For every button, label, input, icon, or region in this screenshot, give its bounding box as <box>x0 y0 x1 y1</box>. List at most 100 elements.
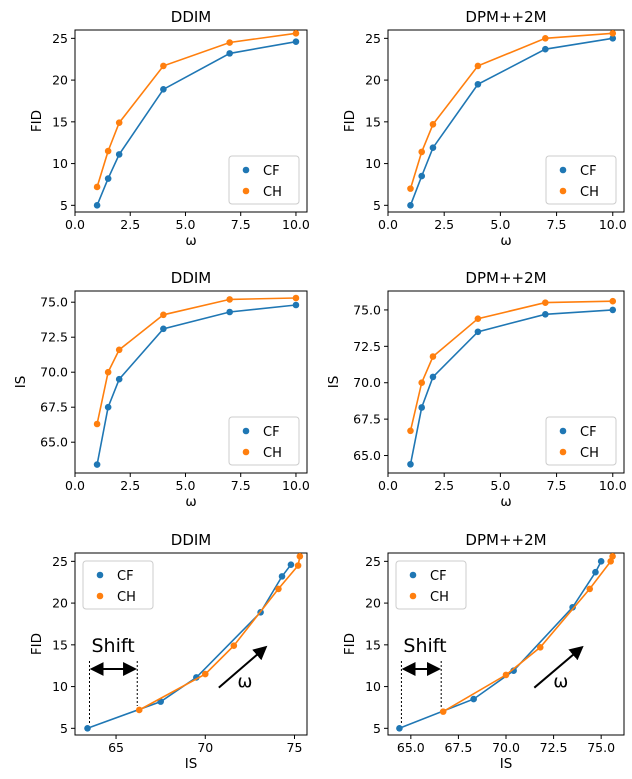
y-tick-label: 5 <box>60 198 68 213</box>
series-line-cf <box>96 304 297 465</box>
chart-panel-5: DDIM 65 70 75 5 10 15 20 25 IS FID CF CH Shift ω <box>29 531 308 772</box>
legend-marker-cf <box>242 166 250 174</box>
y-tick-label: 10 <box>52 156 68 171</box>
data-point-ch <box>429 121 437 128</box>
x-tick-label: 5.0 <box>490 478 510 493</box>
data-point-cf <box>84 725 91 732</box>
data-point-ch <box>226 39 233 46</box>
data-point-cf <box>418 172 426 180</box>
data-point-ch <box>418 379 426 387</box>
plot-frame <box>74 290 308 474</box>
data-point-cf <box>104 403 112 411</box>
data-point-cf <box>429 373 437 381</box>
data-point-cf <box>278 573 286 580</box>
omega-annotation: ω <box>553 672 568 693</box>
data-point-ch <box>418 148 426 156</box>
y-tick-label: 10 <box>52 679 68 694</box>
y-tick-label: 25 <box>52 31 68 46</box>
legend: CF CH <box>82 560 154 610</box>
x-tick-label: 0.0 <box>65 478 85 493</box>
x-tick-label: 7.5 <box>231 217 251 232</box>
legend: CF CH <box>545 416 617 466</box>
legend-marker-ch <box>242 187 250 195</box>
data-point-cf <box>592 568 599 576</box>
chart-title: DDIM <box>171 531 211 549</box>
data-point-ch <box>93 183 101 191</box>
x-tick-label: 10.0 <box>282 217 310 232</box>
data-point-cf <box>510 667 517 675</box>
x-tick-label: 7.5 <box>547 478 567 493</box>
legend-label-cf: CF <box>580 164 597 179</box>
data-point-ch <box>407 185 414 192</box>
data-point-ch <box>160 62 167 70</box>
plot-frame <box>74 29 308 213</box>
x-axis-label: IS <box>185 756 198 772</box>
x-tick-label: 5.0 <box>490 217 510 232</box>
legend-marker-cf <box>409 571 417 579</box>
data-point-cf <box>474 328 482 336</box>
data-point-ch <box>292 30 300 37</box>
data-point-ch <box>275 585 282 593</box>
legend-label-cf: CF <box>263 164 280 179</box>
chart-panel-1: DDIM 0.0 2.5 5.0 7.5 10.0 5 10 15 20 25 ω FID CF CH <box>29 8 310 249</box>
series-line-cf <box>96 40 297 206</box>
x-tick-label: 5.0 <box>176 217 196 232</box>
data-point-cf <box>292 38 300 45</box>
data-point-ch <box>542 299 549 306</box>
x-tick-label: 2.5 <box>120 217 140 232</box>
data-point-cf <box>407 202 414 209</box>
chart-panel-4: DPM++2M 0.0 2.5 5.0 7.5 10.0 65.0 67.5 70.0 72.5 7… <box>326 269 627 510</box>
data-point-ch <box>474 62 482 70</box>
legend-label-ch: CH <box>430 590 449 605</box>
legend-marker-ch <box>559 187 567 195</box>
data-point-ch <box>502 671 510 679</box>
legend-label-ch: CH <box>580 446 599 461</box>
chart-title: DPM++2M <box>465 531 546 549</box>
series-line-cf <box>409 309 613 465</box>
legend: CF CH <box>228 155 300 205</box>
data-point-ch <box>93 420 101 428</box>
y-tick-label: 67.5 <box>353 412 381 427</box>
x-tick-label: 0.0 <box>378 217 398 232</box>
x-axis-label: ω <box>185 494 196 510</box>
y-tick-label: 10 <box>365 679 381 694</box>
y-axis-label: FID <box>342 633 358 655</box>
y-tick-label: 5 <box>373 198 381 213</box>
x-tick-label: 10.0 <box>599 217 627 232</box>
legend-marker-cf <box>559 166 567 174</box>
y-axis-label: FID <box>29 110 45 132</box>
x-tick-label: 5.0 <box>176 478 196 493</box>
y-tick-label: 15 <box>365 114 381 129</box>
data-point-ch <box>429 353 437 360</box>
data-point-ch <box>609 553 616 560</box>
x-tick-label: 75 <box>287 740 303 755</box>
data-point-cf <box>115 151 123 158</box>
x-tick-label: 70 <box>197 740 213 755</box>
data-point-ch <box>542 35 549 42</box>
data-point-cf <box>226 50 233 57</box>
chart-panel-3: DDIM 0.0 2.5 5.0 7.5 10.0 65.0 67.5 70.0 72.5 75.0… <box>13 269 310 510</box>
legend: CF CH <box>395 560 467 610</box>
x-tick-label: 0.0 <box>65 217 85 232</box>
data-point-cf <box>569 603 576 611</box>
data-point-cf <box>160 325 167 333</box>
plot-frame <box>74 552 308 736</box>
legend-marker-ch <box>409 592 417 600</box>
legend-label-ch: CH <box>580 185 599 200</box>
x-tick-label: 10.0 <box>282 478 310 493</box>
x-axis-label: ω <box>500 233 511 249</box>
y-tick-label: 75.0 <box>40 295 68 310</box>
data-point-ch <box>226 296 233 303</box>
y-tick-label: 65.0 <box>353 448 381 463</box>
x-axis-label: ω <box>500 494 511 510</box>
y-tick-label: 20 <box>365 73 381 88</box>
legend-marker-ch <box>559 448 567 456</box>
data-point-cf <box>226 308 233 316</box>
data-point-ch <box>609 30 617 37</box>
data-point-ch <box>294 562 302 569</box>
x-tick-label: 75.0 <box>587 740 615 755</box>
y-tick-label: 15 <box>52 637 68 652</box>
y-tick-label: 75.0 <box>353 302 381 317</box>
legend-marker-ch <box>242 448 250 456</box>
series-line-cf <box>409 37 613 206</box>
